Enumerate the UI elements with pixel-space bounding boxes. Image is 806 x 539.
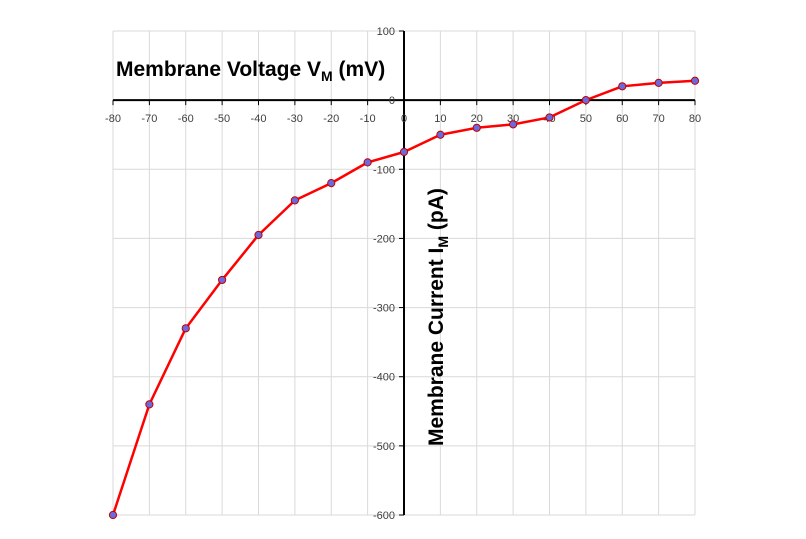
x-tick-label: -60	[178, 113, 194, 125]
data-point	[181, 324, 190, 333]
y-tick-label: 100	[377, 26, 395, 38]
x-tick-label: 10	[434, 113, 446, 125]
x-axis-title-symbol: V	[307, 58, 321, 81]
x-tick-label: -20	[323, 113, 339, 125]
x-tick-label: -50	[214, 113, 230, 125]
data-point	[399, 147, 409, 157]
y-axis-title-unit: (pA)	[425, 188, 448, 230]
x-tick-label: -80	[105, 113, 121, 125]
data-point	[472, 123, 481, 132]
data-point	[509, 120, 518, 129]
data-point	[654, 78, 663, 87]
x-axis-title-unit: (mV)	[339, 58, 386, 81]
x-tick-label: -30	[287, 113, 303, 125]
data-point	[218, 275, 227, 285]
x-tick-label: 60	[616, 113, 628, 125]
data-point	[254, 230, 263, 240]
data-point	[618, 82, 627, 91]
axes	[112, 30, 696, 516]
x-tick-label: -70	[141, 113, 157, 125]
y-tick-label: 0	[389, 95, 395, 107]
x-axis-title: Membrane Voltage VM (mV)	[116, 58, 385, 84]
x-axis-title-text: Membrane Voltage	[116, 58, 301, 81]
y-axis-title-text: Membrane Current	[425, 259, 448, 446]
y-axis-title-subscript: M	[435, 236, 451, 248]
x-tick-label: 80	[689, 113, 701, 125]
x-tick-label: 70	[653, 113, 665, 125]
x-tick-label: 50	[580, 113, 592, 125]
data-point	[581, 96, 590, 105]
data-point	[327, 179, 336, 188]
y-tick-label: -300	[373, 303, 395, 315]
y-axis-title: Membrane Current IM (pA)	[425, 188, 451, 446]
data-point	[436, 130, 445, 139]
y-tick-label: -400	[373, 372, 395, 384]
data-point	[363, 158, 372, 167]
y-tick-label: -500	[373, 441, 395, 453]
data-series	[108, 76, 700, 520]
y-tick-label: -200	[373, 233, 395, 245]
y-axis-title-symbol: I	[425, 248, 448, 254]
data-point	[145, 400, 154, 409]
x-tick-label: -10	[360, 113, 376, 125]
y-tick-label: -100	[373, 164, 395, 176]
data-point	[545, 113, 554, 122]
x-axis-title-subscript: M	[321, 68, 333, 84]
data-point	[290, 196, 299, 205]
x-tick-label: -40	[251, 113, 267, 125]
x-tick-label: 20	[471, 113, 483, 125]
data-point	[108, 510, 118, 520]
y-tick-label: -600	[373, 510, 395, 522]
data-point	[690, 76, 700, 85]
x-tick-label: 0	[401, 113, 407, 125]
